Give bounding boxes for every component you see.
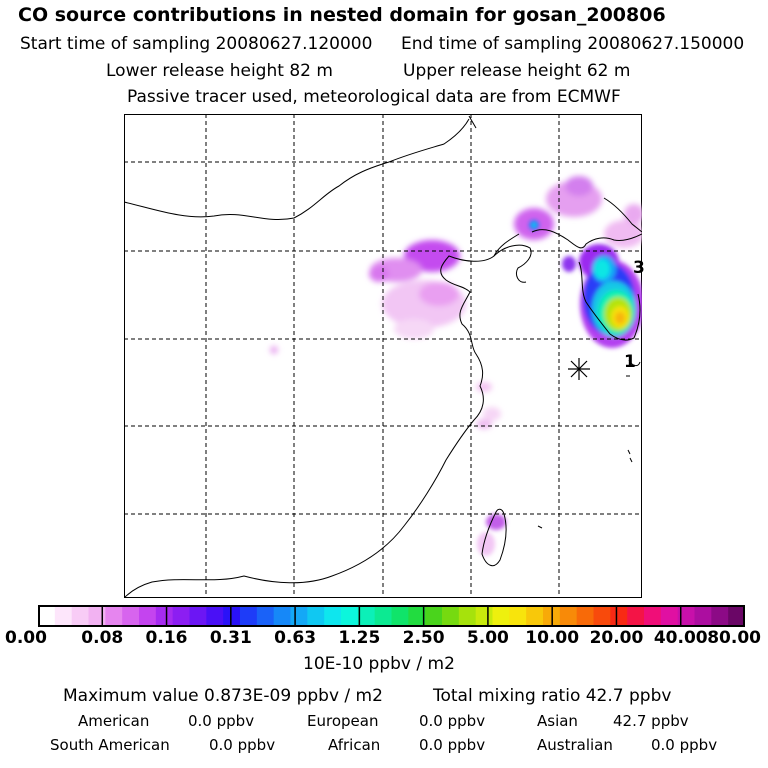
- colorbar-swatch: [341, 605, 359, 627]
- asian-value: 42.7 ppbv: [613, 712, 689, 730]
- colorbar-tick-label: 20.00: [589, 628, 644, 648]
- receptor-star-icon: [568, 358, 590, 380]
- colorbar-tick-label: 40.00: [653, 628, 708, 648]
- south-american-label: South American: [50, 736, 170, 754]
- colorbar-swatch: [711, 605, 729, 627]
- colorbar-swatch: [644, 605, 662, 627]
- end-time: End time of sampling 20080627.150000: [401, 34, 745, 54]
- total-mixing-ratio: Total mixing ratio 42.7 ppbv: [433, 686, 672, 706]
- colorbar-swatch: [559, 605, 578, 627]
- colorbar: [38, 605, 745, 627]
- colorbar-tick-labels: 0.00 0.08 0.16 0.31 0.63 1.25 2.50 5.00 10.00 20.…: [0, 628, 768, 650]
- colorbar-tick-label: 0.00: [5, 628, 47, 648]
- trajectory-marker-3: 3: [633, 258, 645, 278]
- colorbar-swatch: [357, 605, 376, 627]
- european-value: 0.0 ppbv: [419, 712, 486, 730]
- colorbar-swatch: [324, 605, 342, 627]
- colorbar-swatch: [240, 605, 258, 627]
- colorbar-swatch: [122, 605, 140, 627]
- plot-title: CO source contributions in nested domain…: [18, 4, 666, 26]
- colorbar-swatch: [677, 605, 695, 627]
- lower-release-height: Lower release height 82 m: [106, 61, 333, 81]
- colorbar-swatch: [492, 605, 510, 627]
- colorbar-swatch: [273, 605, 291, 627]
- start-time: Start time of sampling 20080627.120000: [20, 34, 373, 54]
- colorbar-swatch: [223, 605, 241, 627]
- colorbar-swatch: [458, 605, 477, 627]
- american-label: American: [78, 712, 150, 730]
- colorbar-swatch: [576, 605, 594, 627]
- african-label: African: [328, 736, 381, 754]
- colorbar-swatch: [509, 605, 527, 627]
- colorbar-swatch: [256, 605, 275, 627]
- colorbar-swatch: [290, 605, 308, 627]
- south-american-value: 0.0 ppbv: [209, 736, 276, 754]
- colorbar-swatch: [425, 605, 443, 627]
- maximum-value: Maximum value 0.873E-09 ppbv / m2: [63, 686, 383, 706]
- colorbar-swatch: [526, 605, 544, 627]
- colorbar-swatch: [374, 605, 392, 627]
- plume-korea: [529, 220, 642, 348]
- colorbar-tick-label: 5.00: [466, 628, 509, 648]
- colorbar-swatch: [71, 605, 89, 627]
- colorbar-swatch: [593, 605, 611, 627]
- australian-label: Australian: [537, 736, 613, 754]
- colorbar-swatch: [172, 605, 190, 627]
- colorbar-tick-label: 80.00: [707, 628, 761, 648]
- colorbar-frame: [38, 605, 745, 627]
- tracer-note: Passive tracer used, meteorological data…: [127, 87, 621, 107]
- colorbar-swatch: [139, 605, 157, 627]
- colorbar-swatch: [442, 605, 460, 627]
- colorbar-swatch: [38, 605, 56, 627]
- colorbar-tick-label: 0.31: [209, 628, 252, 648]
- coastlines: [124, 115, 642, 598]
- trajectory-marker-1: 1: [624, 352, 636, 372]
- upper-release-height: Upper release height 62 m: [403, 61, 631, 81]
- colorbar-tick-label: 1.25: [338, 628, 381, 648]
- asian-label: Asian: [537, 712, 578, 730]
- colorbar-swatch: [88, 605, 106, 627]
- plume-west: [270, 240, 501, 429]
- african-value: 0.0 ppbv: [419, 736, 486, 754]
- colorbar-tick-label: 2.50: [402, 628, 445, 648]
- colorbar-tick-label: 0.08: [81, 628, 124, 648]
- colorbar-swatch: [189, 605, 207, 627]
- colorbar-swatch: [408, 605, 426, 627]
- lat-lon-grid: [124, 114, 642, 598]
- colorbar-tick-label: 0.63: [274, 628, 317, 648]
- colorbar-swatch: [307, 605, 325, 627]
- european-label: European: [307, 712, 379, 730]
- colorbar-swatch: [105, 605, 123, 627]
- colorbar-swatch: [155, 605, 174, 627]
- concentration-field: [270, 176, 642, 556]
- colorbar-swatch: [660, 605, 679, 627]
- american-value: 0.0 ppbv: [188, 712, 255, 730]
- colorbar-swatch: [475, 605, 493, 627]
- colorbar-swatch: [627, 605, 645, 627]
- colorbar-swatch: [391, 605, 409, 627]
- colorbar-tick-label: 10.00: [525, 628, 580, 648]
- plume-taiwan: [477, 514, 506, 556]
- colorbar-swatch: [54, 605, 73, 627]
- colorbar-swatch: [728, 605, 745, 627]
- colorbar-swatch: [206, 605, 224, 627]
- colorbar-units: 10E-10 ppbv / m2: [303, 654, 455, 674]
- colorbar-swatch: [694, 605, 712, 627]
- map-panel: [124, 114, 642, 598]
- colorbar-tick-label: 0.16: [145, 628, 188, 648]
- colorbar-swatch: [610, 605, 628, 627]
- australian-value: 0.0 ppbv: [651, 736, 718, 754]
